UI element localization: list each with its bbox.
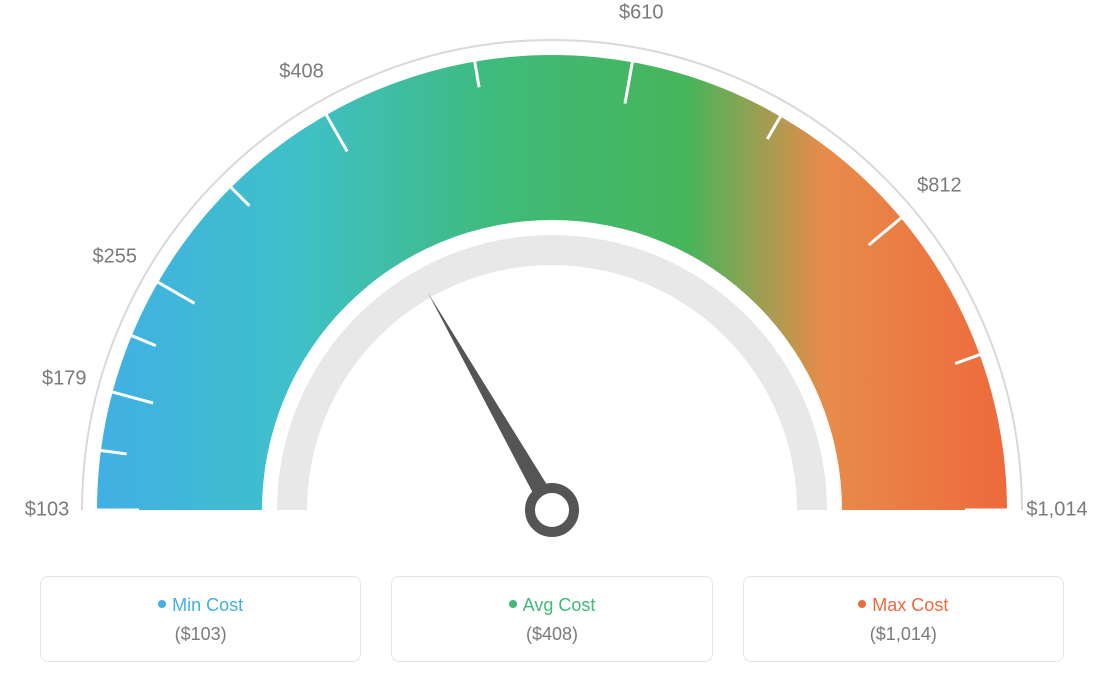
gauge-tick-label: $408 <box>279 60 324 83</box>
legend-row: Min Cost ($103) Avg Cost ($408) Max Cost… <box>40 576 1064 662</box>
legend-card-avg: Avg Cost ($408) <box>391 576 712 662</box>
gauge-area: $103 $179 $255 $408 $610 $812 $1,014 <box>0 0 1104 560</box>
gauge-tick-label: $812 <box>917 174 962 197</box>
gauge-tick-label: $179 <box>42 368 87 391</box>
legend-label-max: Max Cost <box>872 595 948 615</box>
legend-value-avg: ($408) <box>402 624 701 645</box>
legend-card-max: Max Cost ($1,014) <box>743 576 1064 662</box>
legend-label-avg: Avg Cost <box>523 595 596 615</box>
gauge-tick-label: $610 <box>619 1 664 24</box>
legend-value-max: ($1,014) <box>754 624 1053 645</box>
legend-dot-max <box>858 600 866 608</box>
legend-dot-min <box>158 600 166 608</box>
gauge-tick-label: $103 <box>25 499 70 522</box>
legend-title-max: Max Cost <box>754 595 1053 616</box>
legend-dot-avg <box>509 600 517 608</box>
legend-title-avg: Avg Cost <box>402 595 701 616</box>
legend-card-min: Min Cost ($103) <box>40 576 361 662</box>
legend-value-min: ($103) <box>51 624 350 645</box>
gauge-tick-label: $255 <box>93 246 138 269</box>
legend-title-min: Min Cost <box>51 595 350 616</box>
legend-label-min: Min Cost <box>172 595 243 615</box>
gauge-tick-label: $1,014 <box>1026 499 1087 522</box>
gauge-svg <box>0 0 1104 560</box>
cost-gauge-chart: $103 $179 $255 $408 $610 $812 $1,014 Min Cost … <box>0 0 1104 690</box>
